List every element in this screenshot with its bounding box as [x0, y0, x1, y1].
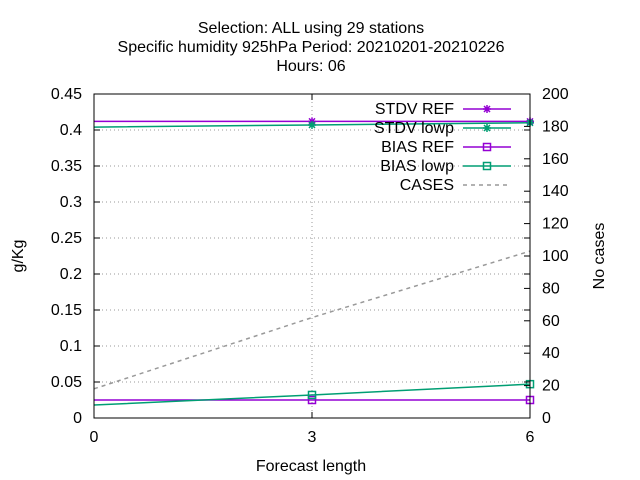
legend-label: STDV REF [375, 101, 454, 118]
x-tick-label: 0 [90, 429, 99, 446]
series-point-3 [307, 395, 317, 405]
legend-label: BIAS lowp [380, 158, 454, 175]
legend-label: STDV lowp [374, 120, 454, 137]
legend-label: CASES [400, 177, 454, 194]
y-tick-label: 0.4 [60, 122, 82, 139]
chart-title-line-2: Specific humidity 925hPa Period: 2021020… [118, 39, 505, 56]
y-tick-label: 0.3 [60, 194, 82, 211]
series-line-5 [93, 250, 531, 390]
y2-tick-label: 100 [542, 248, 569, 265]
series-point-4 [307, 390, 317, 400]
x-axis-label: Forecast length [256, 458, 366, 475]
y-tick-label: 0.1 [60, 338, 82, 355]
legend-swatch-marker [482, 161, 492, 171]
y-tick-label: 0 [73, 410, 82, 427]
chart-title-line-3: Hours: 06 [276, 58, 345, 75]
y2-tick-label: 160 [542, 151, 569, 168]
y2-tick-label: 40 [542, 345, 560, 362]
y-tick-label: 0.15 [51, 302, 82, 319]
series-point-2 [308, 120, 316, 129]
legend-label: BIAS REF [381, 139, 454, 156]
series-layer [93, 117, 535, 406]
legend-swatch-marker [483, 124, 491, 132]
grid-layer [94, 94, 530, 418]
y2-tick-label: 60 [542, 313, 560, 330]
y-tick-label: 0.25 [51, 230, 82, 247]
x-tick-label: 6 [526, 429, 535, 446]
chart-title-line-1: Selection: ALL using 29 stations [198, 20, 424, 37]
y2-tick-label: 120 [542, 216, 569, 233]
y2-tick-label: 200 [542, 86, 569, 103]
y2-tick-label: 0 [542, 410, 551, 427]
y2-axis-label: No cases [591, 223, 608, 290]
legend: STDV REF STDV lowp BIAS REF BIAS lowp CASES [374, 101, 511, 194]
series-line-4 [93, 383, 531, 406]
y-tick-label: 0.45 [51, 86, 82, 103]
legend-swatch-marker [483, 105, 491, 113]
tick-layer: 00.050.10.150.20.250.30.350.40.450204060… [51, 86, 569, 446]
y2-tick-label: 80 [542, 280, 560, 297]
y-tick-label: 0.35 [51, 158, 82, 175]
y2-tick-label: 20 [542, 378, 560, 395]
y-tick-label: 0.05 [51, 374, 82, 391]
y2-tick-label: 180 [542, 118, 569, 135]
x-tick-label: 3 [308, 429, 317, 446]
legend-swatch-marker [482, 142, 492, 152]
y-axis-label: g/Kg [10, 240, 27, 273]
y2-tick-label: 140 [542, 183, 569, 200]
y-tick-label: 0.2 [60, 266, 82, 283]
